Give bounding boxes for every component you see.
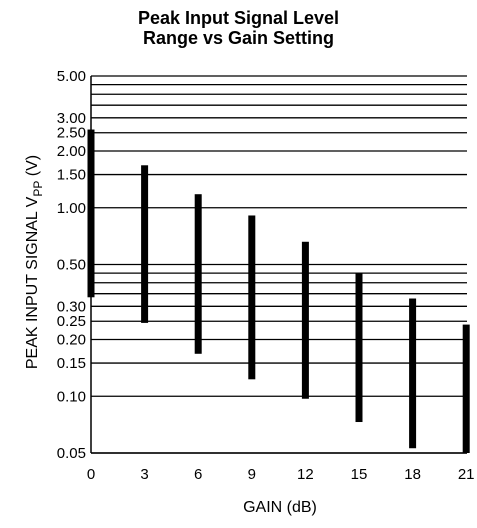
y-tick-label: 2.00 (57, 143, 86, 160)
x-tick-label: 21 (458, 466, 475, 483)
range-bar-gain-6 (194, 194, 202, 354)
x-axis-label: GAIN (dB) (243, 499, 317, 516)
range-bar-gain-12 (301, 241, 309, 399)
y-tick-label: 0.05 (57, 445, 86, 462)
x-tick-label: 18 (404, 466, 421, 483)
range-bar-gain-9 (248, 215, 256, 380)
chart-title-line-1: Peak Input Signal Level (137, 8, 340, 28)
range-bar-gain-21 (462, 324, 470, 453)
y-tick-label: 1.50 (57, 167, 86, 184)
range-bar-gain-15 (355, 273, 363, 423)
y-tick-label: 0.15 (57, 355, 86, 372)
x-tick-label: 6 (194, 466, 202, 483)
chart-title-line-2: Range vs Gain Setting (142, 28, 335, 48)
x-tick-label: 12 (297, 466, 314, 483)
y-tick-label: 0.20 (57, 332, 86, 349)
x-tick-label: 15 (351, 466, 368, 483)
y-axis-label-unit: (V) (24, 155, 41, 181)
y-tick-label: 1.00 (57, 200, 86, 217)
range-bars (87, 129, 470, 453)
y-tick-label: 2.50 (57, 125, 86, 142)
y-tick-labels: 5.00 3.002.502.00 1.50 1.00 0.50 0.300.25 0.20… (57, 68, 86, 462)
range-bar-gain-0 (87, 129, 95, 298)
y-tick-label: 0.25 (57, 313, 86, 330)
y-axis-label: PEAK INPUT SIGNAL VPP (V) (24, 155, 45, 369)
range-bar-gain-3 (141, 165, 149, 323)
x-tick-label: 0 (87, 466, 95, 483)
x-tick-label: 9 (248, 466, 256, 483)
y-tick-label: 3.00 (57, 110, 86, 127)
y-axis-label-main: PEAK INPUT SIGNAL V (24, 196, 41, 369)
y-axis-label-subscript: PP (31, 181, 45, 197)
x-tick-label: 3 (140, 466, 148, 483)
y-tick-label: 0.10 (57, 388, 86, 405)
x-tick-labels: 0 3 6 9 12 15 18 21 (87, 466, 475, 483)
y-tick-label: 0.30 (57, 298, 86, 315)
range-bar-gain-18 (409, 298, 417, 449)
y-tick-label: 5.00 (57, 68, 86, 85)
y-tick-label: 0.50 (57, 257, 86, 274)
